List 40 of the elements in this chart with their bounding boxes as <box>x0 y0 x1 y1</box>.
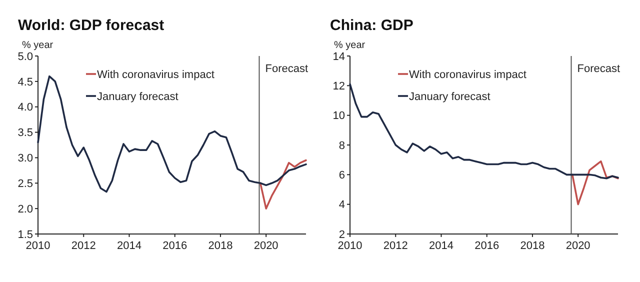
x-tick-label: 2010 <box>338 240 362 252</box>
y-tick-label: 3.0 <box>18 152 33 165</box>
y-tick-label: 10 <box>332 110 345 122</box>
ref-line-label: Forecast <box>265 63 308 75</box>
y-tick-label: 2 <box>338 228 345 241</box>
y-tick-label: 14 <box>332 50 345 63</box>
legend-label: With coronavirus impact <box>409 69 526 81</box>
y-tick-label: 6 <box>338 170 345 182</box>
x-tick-label: 2012 <box>383 240 408 252</box>
x-tick-label: 2018 <box>520 240 545 252</box>
x-tick-label: 2016 <box>162 240 188 252</box>
legend-label: January forecast <box>409 91 490 103</box>
line-series <box>571 160 619 206</box>
chart-title: China: GDP <box>330 17 414 34</box>
x-tick-label: 2010 <box>26 240 50 252</box>
y-tick-label: 4.0 <box>18 102 33 114</box>
y-axis-title: % year <box>22 40 54 51</box>
ref-line-label: Forecast <box>577 63 620 75</box>
y-tick-label: 5.0 <box>18 50 33 63</box>
y-tick-label: 4.5 <box>18 76 33 88</box>
x-tick-label: 2014 <box>428 240 454 252</box>
y-tick-label: 2.5 <box>18 178 33 190</box>
y-tick-label: 3.5 <box>18 127 33 140</box>
x-tick-label: 2014 <box>116 240 142 252</box>
y-tick-label: 12 <box>332 80 345 93</box>
x-tick-label: 2016 <box>474 240 500 252</box>
y-axis-title: % year <box>334 40 366 51</box>
x-tick-label: 2020 <box>254 240 278 252</box>
line-series <box>259 159 307 210</box>
y-tick-label: 4 <box>338 199 345 212</box>
y-tick-label: 1.5 <box>18 228 33 241</box>
x-tick-label: 2018 <box>208 240 233 252</box>
x-tick-label: 2020 <box>566 240 590 252</box>
chart-title: World: GDP forecast <box>18 17 164 34</box>
legend-label: With coronavirus impact <box>97 69 214 81</box>
x-tick-label: 2012 <box>71 240 96 252</box>
y-tick-label: 2.0 <box>18 203 33 216</box>
line-series <box>349 83 619 180</box>
legend-label: January forecast <box>97 91 178 103</box>
y-tick-label: 8 <box>338 140 345 152</box>
